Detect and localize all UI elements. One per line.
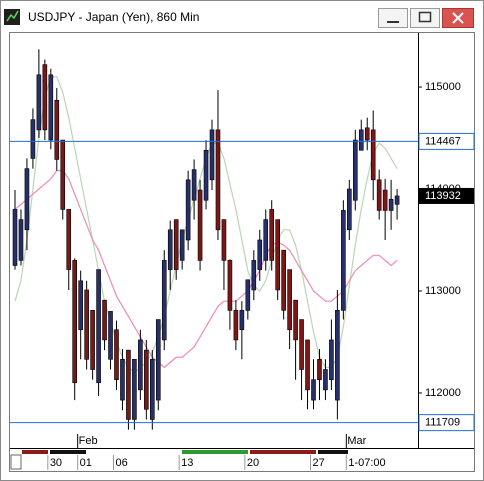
candle-body — [167, 229, 173, 270]
candle-body — [257, 239, 263, 270]
candle-body — [233, 310, 239, 341]
candle-body — [329, 339, 334, 380]
x-tick-label: 20 — [247, 457, 259, 469]
month-label: Feb — [79, 435, 98, 447]
candle-body — [30, 119, 36, 159]
level-label: 114467 — [425, 135, 461, 147]
candle-body — [108, 311, 113, 360]
candle-body — [42, 64, 48, 131]
candle-body — [197, 189, 203, 261]
session-bar — [318, 450, 348, 454]
candle-body — [323, 369, 328, 391]
candle-body — [370, 129, 376, 181]
window-title: USDJPY - Japan (Yen), 860 Min — [28, 10, 199, 24]
candle-body — [215, 129, 221, 231]
candle-body — [335, 310, 340, 401]
y-tick-label: 115000 — [425, 81, 461, 93]
session-bar — [182, 450, 248, 454]
candle-body — [66, 209, 72, 270]
candle-body — [132, 359, 137, 420]
candle-body — [144, 349, 149, 410]
candle-body — [251, 260, 257, 291]
candle-body — [275, 219, 280, 291]
candle-body — [12, 209, 18, 266]
x-tick-label: 1-07:00 — [348, 457, 385, 469]
candle-body — [102, 299, 107, 341]
scroll-box[interactable] — [10, 454, 22, 470]
candle-body — [305, 339, 310, 391]
candle-body — [173, 219, 179, 270]
candle-body — [281, 249, 286, 311]
month-label: Mar — [347, 435, 366, 447]
candle-body — [263, 219, 269, 261]
candle-body — [239, 310, 245, 331]
candle-body — [209, 129, 215, 181]
candle-body — [72, 260, 77, 384]
candle-body — [352, 139, 358, 201]
session-bar — [50, 450, 86, 454]
x-tick-label: 01 — [80, 457, 92, 469]
x-tick-label: 13 — [181, 457, 193, 469]
close-button[interactable] — [442, 8, 474, 28]
x-tick-label: 30 — [50, 457, 62, 469]
level-box — [418, 132, 475, 150]
chart-frame — [9, 32, 475, 472]
candle-body — [150, 359, 155, 420]
candle-body — [203, 149, 209, 201]
minimize-button[interactable] — [378, 8, 408, 28]
moving-average — [14, 170, 398, 369]
maximize-button[interactable] — [410, 8, 440, 28]
level-label: 111709 — [425, 417, 460, 429]
candle-body — [60, 139, 66, 210]
last-price-label: 113932 — [425, 190, 461, 202]
candle-body — [185, 179, 191, 241]
candle-body — [293, 299, 298, 341]
candle-body — [388, 198, 394, 211]
y-tick-label: 112000 — [425, 387, 461, 399]
candle-body — [382, 189, 388, 211]
x-tick-label: 06 — [115, 457, 127, 469]
candle-body — [179, 229, 185, 261]
candle-body — [227, 260, 233, 311]
candle-body — [96, 269, 101, 384]
last-price-box — [419, 187, 474, 204]
candle-body — [84, 289, 89, 360]
session-bar — [250, 450, 316, 454]
candle-body — [269, 209, 275, 261]
candle-body — [126, 349, 131, 420]
candle-body — [78, 280, 83, 331]
candle-body — [347, 188, 352, 231]
time-strip — [10, 449, 418, 471]
candle-body — [120, 359, 125, 401]
candle-body — [36, 74, 42, 131]
candle-body — [317, 359, 322, 380]
candle-body — [287, 269, 292, 331]
candle-body — [161, 260, 167, 341]
y-tick-label: 113000 — [425, 285, 461, 297]
candle-body — [48, 74, 54, 141]
candle-body — [245, 279, 251, 311]
candle-body — [90, 310, 95, 370]
candle-body — [221, 219, 227, 261]
candle-body — [138, 339, 143, 391]
candle-body — [191, 169, 197, 201]
candle-body — [54, 100, 60, 160]
candle-body — [24, 168, 30, 231]
candle-body — [394, 195, 400, 205]
candle-body — [364, 127, 370, 141]
candle-body — [311, 379, 316, 401]
candle-body — [18, 219, 24, 261]
candle-body — [358, 129, 364, 151]
candle-body — [114, 329, 119, 380]
candle-body — [299, 319, 304, 370]
level-box — [418, 414, 475, 432]
app-icon-graph — [6, 10, 19, 22]
candle-body — [155, 319, 161, 401]
candle-body — [376, 179, 382, 211]
session-bar — [22, 450, 48, 454]
candle-body — [341, 210, 346, 311]
x-tick-label: 27 — [313, 457, 325, 469]
